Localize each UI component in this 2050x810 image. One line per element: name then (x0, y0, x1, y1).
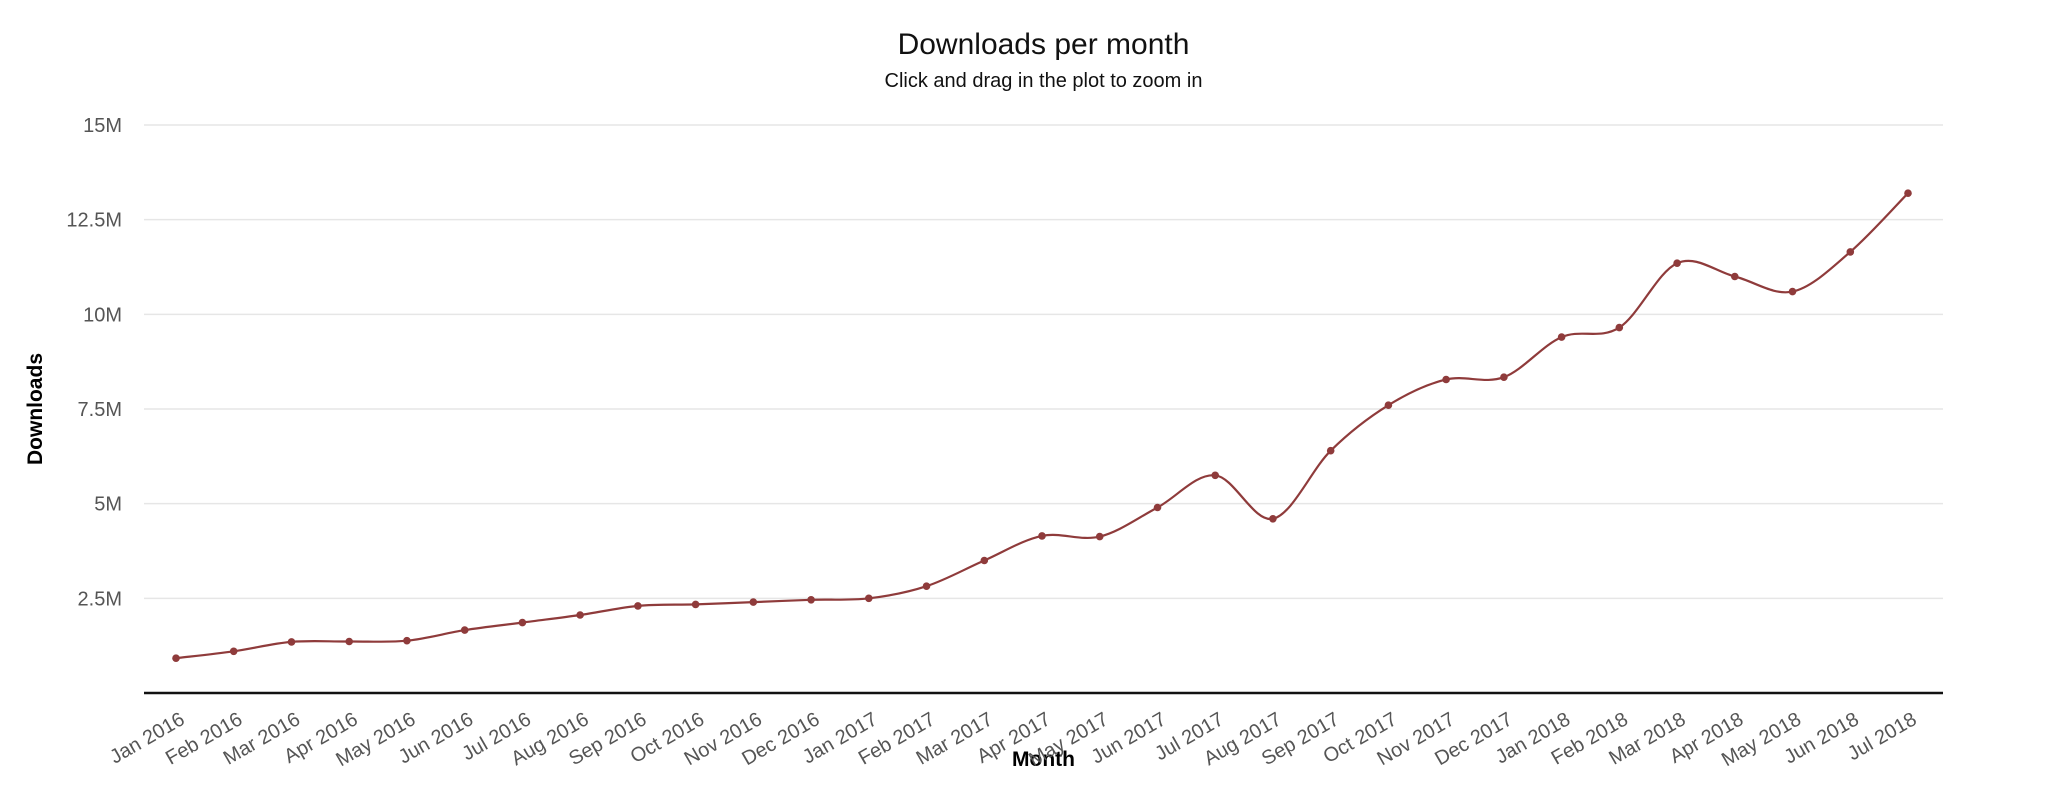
data-point-marker (403, 636, 411, 645)
data-point-marker (1038, 532, 1046, 540)
data-point-marker (980, 556, 989, 565)
data-point-marker (749, 598, 758, 606)
data-point-marker (1788, 287, 1797, 296)
data-point-marker (634, 602, 642, 610)
y-tick-label: 10M (83, 304, 122, 326)
data-point-marker (1153, 503, 1162, 512)
y-tick-label: 2.5M (78, 588, 122, 610)
data-point-marker (865, 594, 873, 603)
chart-title: Downloads per month (897, 28, 1190, 61)
data-point-marker (1615, 323, 1624, 332)
series-line (175, 192, 1909, 660)
data-point-marker (1846, 248, 1855, 256)
y-tick-label: 7.5M (78, 399, 122, 421)
data-point-marker (1442, 375, 1450, 384)
data-point-marker (1269, 515, 1277, 523)
data-point-marker (287, 638, 296, 646)
data-point-marker (172, 654, 180, 662)
data-point-marker (576, 611, 584, 619)
data-point-marker (1095, 532, 1104, 541)
y-tick-label: 5M (94, 494, 122, 516)
data-point-marker (922, 582, 931, 590)
chart-subtitle: Click and drag in the plot to zoom in (884, 70, 1203, 92)
x-axis-title: Month (1012, 748, 1075, 771)
data-point-marker (1384, 401, 1393, 410)
y-tick-label: 12.5M (66, 210, 122, 232)
data-point-marker (1904, 189, 1912, 197)
data-point-marker (518, 618, 527, 627)
data-point-marker (807, 596, 815, 604)
data-point-marker (345, 637, 354, 646)
data-point-marker (1557, 333, 1566, 341)
data-point-marker (229, 647, 238, 656)
data-point-marker (460, 626, 469, 634)
data-point-marker (1211, 471, 1219, 480)
data-point-marker (1326, 446, 1335, 455)
y-tick-label: 15M (83, 115, 122, 137)
data-point-marker (1731, 272, 1739, 281)
data-point-marker (1673, 259, 1681, 268)
data-point-marker (691, 600, 700, 609)
data-point-marker (1500, 373, 1508, 382)
